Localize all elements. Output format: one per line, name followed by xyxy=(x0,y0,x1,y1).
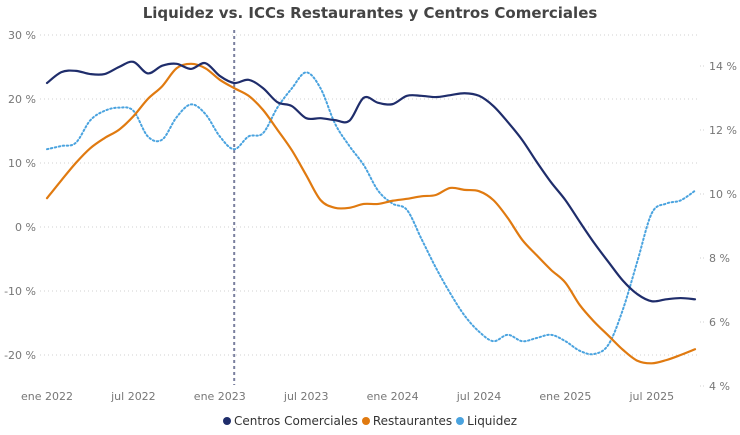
chart-title: Liquidez vs. ICCs Restaurantes y Centros… xyxy=(142,4,598,22)
right-tick-label: 6 % xyxy=(709,316,730,329)
series-line-restaurantes xyxy=(45,62,697,365)
legend-item-restaurantes[interactable]: Restaurantes xyxy=(361,414,453,428)
x-tick-label: ene 2023 xyxy=(194,390,246,403)
gridlines xyxy=(40,34,700,356)
series-line-centros-comerciales xyxy=(45,60,697,303)
left-tick-label: 20 % xyxy=(8,93,36,106)
x-tick-label: ene 2022 xyxy=(21,390,73,403)
x-tick-label: jul 2023 xyxy=(283,390,329,403)
x-tick-label: ene 2025 xyxy=(539,390,591,403)
left-tick-label: 30 % xyxy=(8,29,36,42)
right-tick-label: 12 % xyxy=(709,124,737,137)
series-lines xyxy=(45,60,697,365)
x-tick-label: jul 2024 xyxy=(456,390,502,403)
right-tick-label: 8 % xyxy=(709,252,730,265)
left-tick-label: -20 % xyxy=(4,349,36,362)
legend: Centros Comerciales Restaurantes Liquidez xyxy=(0,414,740,428)
left-tick-label: -10 % xyxy=(4,285,36,298)
legend-dot-icon xyxy=(222,417,231,425)
x-tick-label: jul 2022 xyxy=(110,390,156,403)
x-axis: ene 2022 jul 2022 ene 2023 jul 2023 ene 2024… xyxy=(21,390,674,403)
legend-item-centros-comerciales[interactable]: Centros Comerciales xyxy=(222,414,358,428)
legend-label: Liquidez xyxy=(467,414,518,428)
legend-dot-icon xyxy=(361,417,370,425)
series-line-liquidez xyxy=(46,71,696,356)
left-tick-label: 10 % xyxy=(8,157,36,170)
right-tick-label: 14 % xyxy=(709,60,737,73)
x-tick-label: ene 2024 xyxy=(367,390,419,403)
x-tick-label: jul 2025 xyxy=(629,390,675,403)
left-axis: 30 % 20 % 10 % 0 % -10 % -20 % xyxy=(4,29,36,362)
right-tick-label: 4 % xyxy=(709,380,730,393)
legend-dot-icon xyxy=(456,417,465,425)
left-tick-label: 0 % xyxy=(15,221,36,234)
legend-label: Restaurantes xyxy=(372,414,453,428)
legend-item-liquidez[interactable]: Liquidez xyxy=(456,414,517,428)
right-tick-label: 10 % xyxy=(709,188,737,201)
right-axis: 14 % 12 % 10 % 8 % 6 % 4 % xyxy=(700,60,737,393)
legend-label: Centros Comerciales xyxy=(233,414,358,428)
